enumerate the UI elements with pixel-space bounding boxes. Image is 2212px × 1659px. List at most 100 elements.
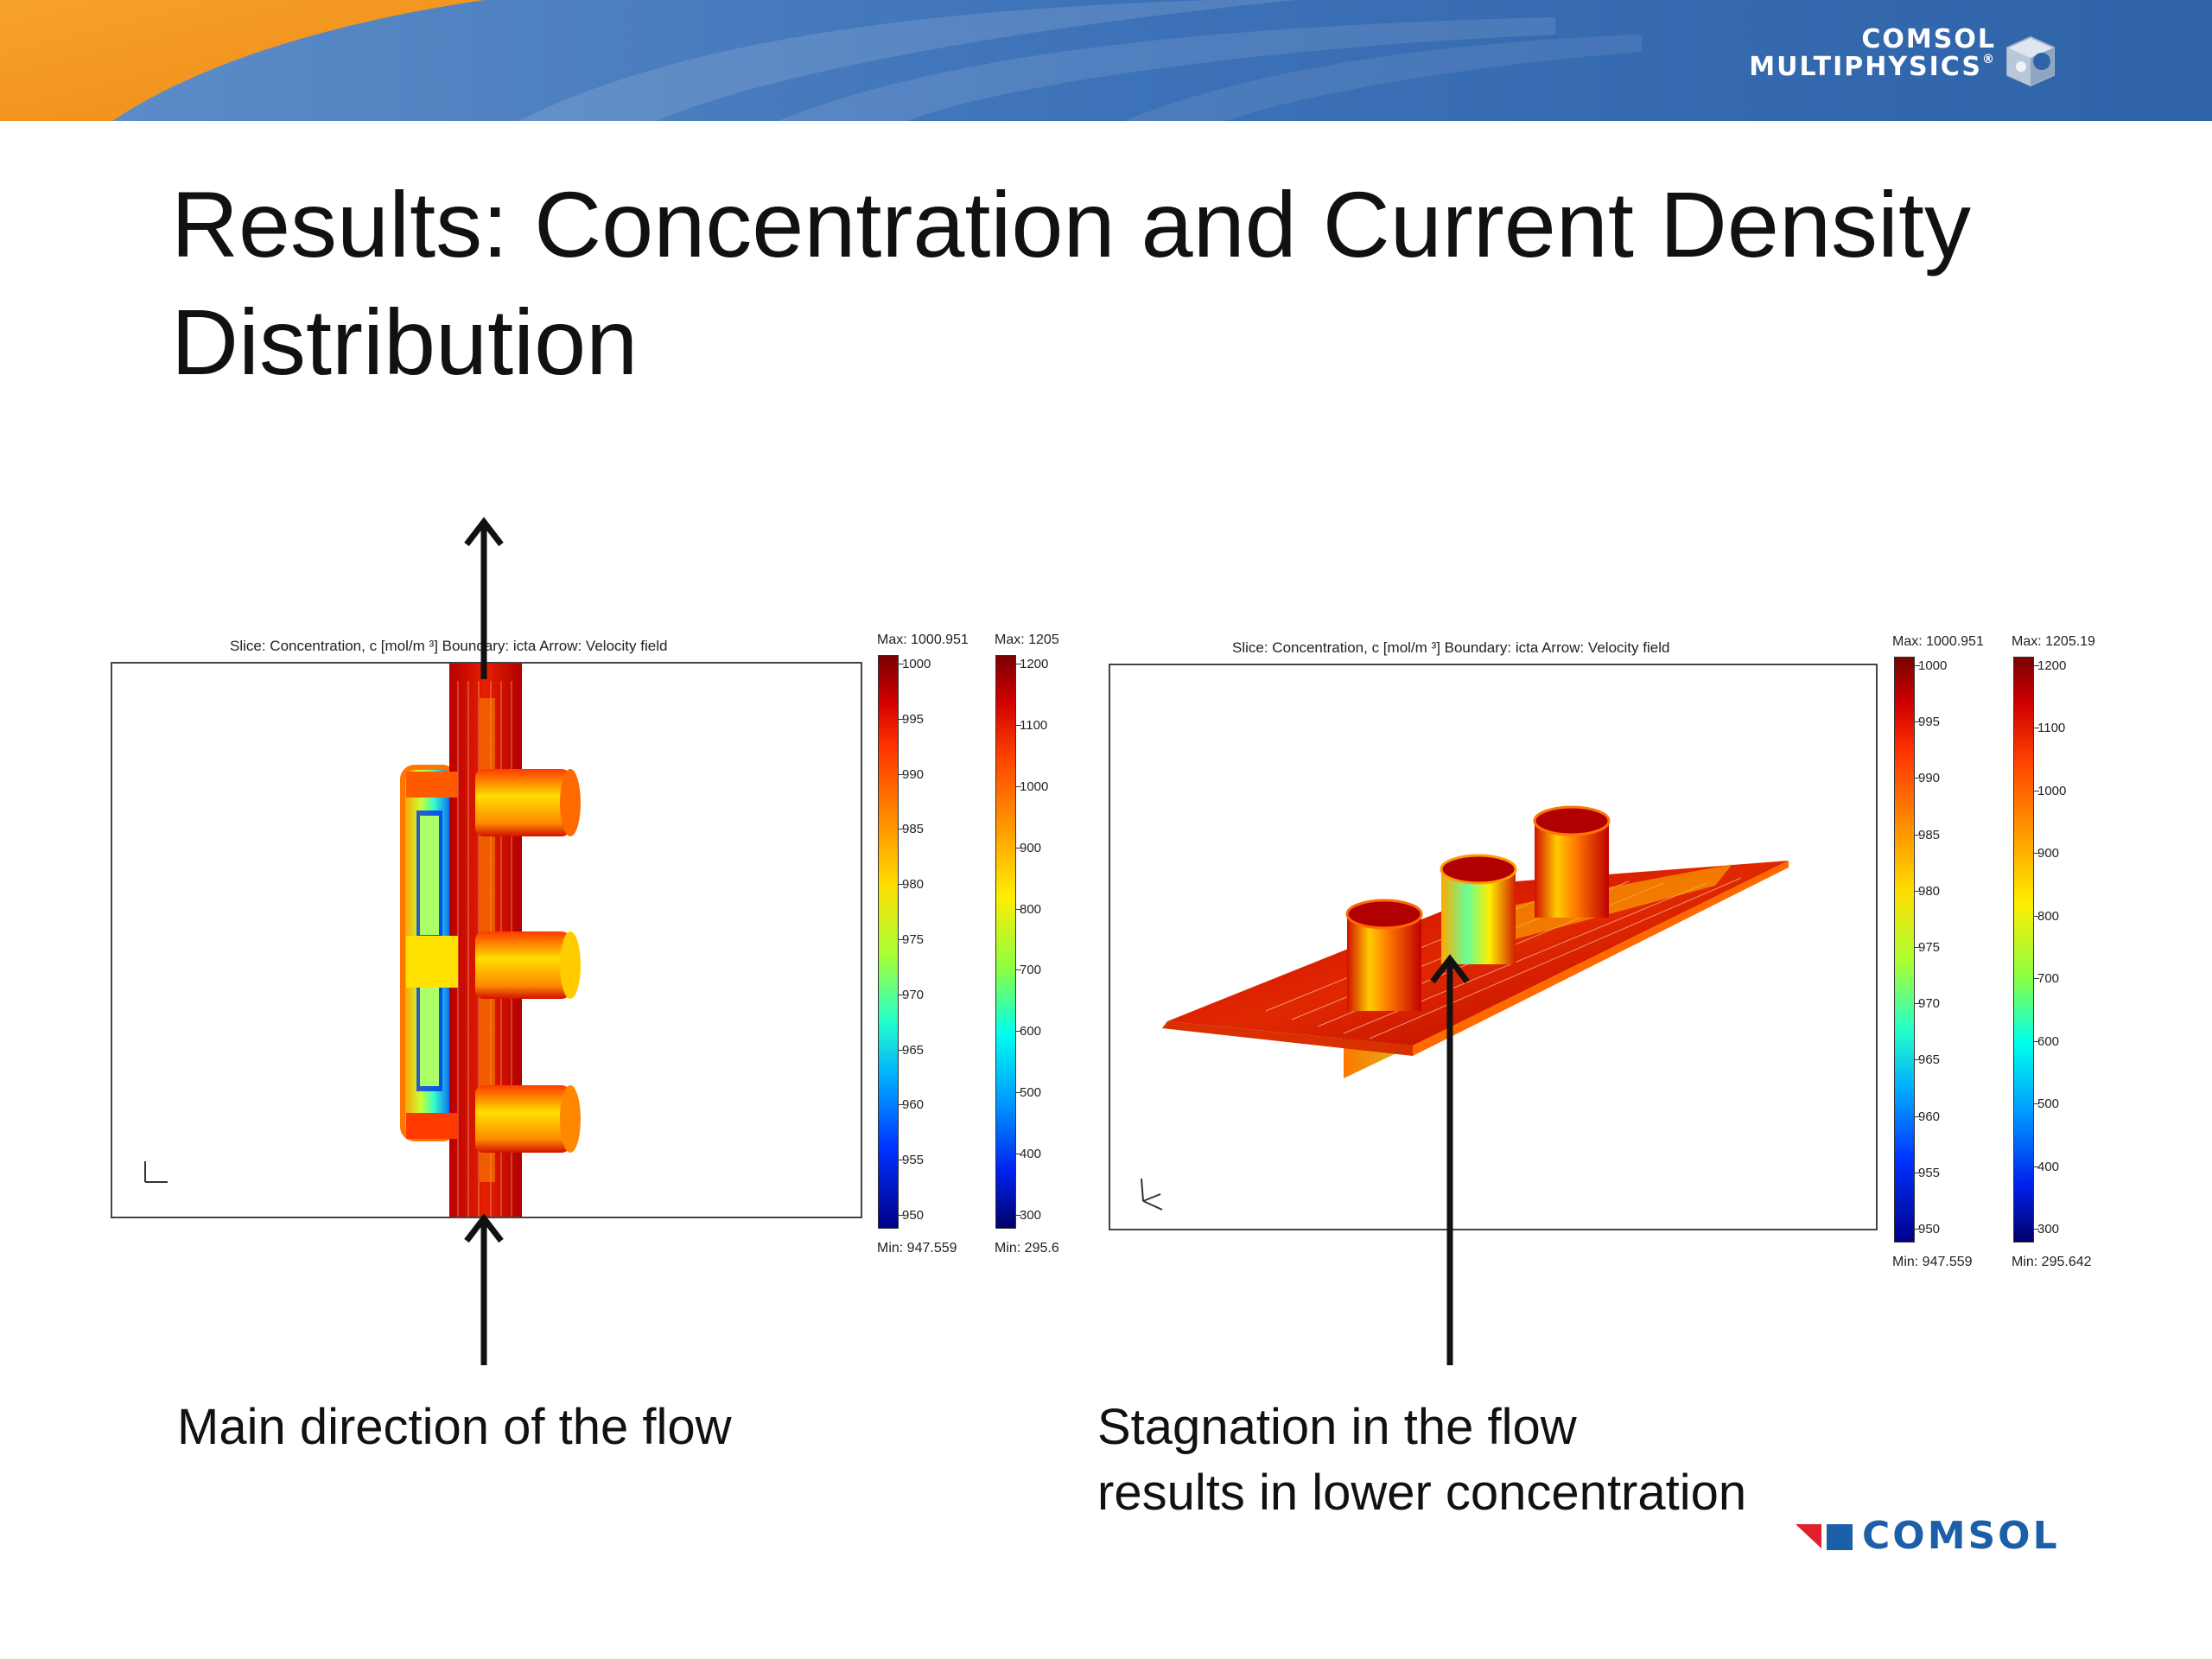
left-conc-min: Min: 947.559: [877, 1241, 957, 1255]
page-title: Results: Concentration and Current Densi…: [171, 172, 1972, 394]
left-curr-tick: 700: [1020, 963, 1042, 978]
brand-line2: MULTIPHYSICS®: [1749, 51, 1996, 82]
right-curr-tick: 1200: [2037, 658, 2067, 673]
left-curr-tick-mark: [1016, 785, 1021, 787]
right-conc-tick: 970: [1918, 996, 1941, 1012]
axis-triad-icon-right: [1141, 1178, 1163, 1211]
right-conc-tick: 1000: [1918, 658, 1948, 673]
right-conc-tick: 995: [1918, 715, 1941, 730]
left-conc-tick: 980: [902, 877, 925, 893]
right-conc-tick-mark: [1915, 834, 1920, 836]
right-curr-tick: 900: [2037, 846, 2060, 861]
comsol-logo-icon: [1796, 1524, 1853, 1550]
right-conc-colorbar: [1894, 657, 1915, 1243]
left-conc-max: Max: 1000.951: [877, 632, 969, 647]
left-curr-max: Max: 1205: [995, 632, 1059, 647]
header-banner: COMSOL MULTIPHYSICS®: [0, 0, 2212, 121]
left-conc-tick-mark: [899, 829, 904, 830]
caption-stagnation-line2: results in lower concentration: [1097, 1465, 1747, 1521]
right-conc-tick: 965: [1918, 1052, 1941, 1068]
brand-wordmark: COMSOL MULTIPHYSICS®: [1749, 26, 1996, 80]
right-conc-tick: 960: [1918, 1109, 1941, 1124]
left-plot-title: Slice: Concentration, c [mol/m ³] Bounda…: [230, 638, 668, 654]
footer-logo-text: COMSOL: [1862, 1514, 2060, 1558]
left-curr-tick-mark: [1016, 724, 1021, 726]
left-curr-colorbar: [995, 655, 1016, 1229]
left-conc-tick: 1000: [902, 657, 931, 671]
left-conc-tick-mark: [899, 1049, 904, 1051]
left-curr-tick: 1000: [1020, 779, 1049, 794]
right-curr-max: Max: 1205.19: [2012, 634, 2095, 649]
right-curr-tick-mark: [2034, 1229, 2039, 1230]
right-conc-tick-mark: [1915, 890, 1920, 892]
left-curr-tick: 300: [1020, 1208, 1042, 1223]
right-curr-min: Min: 295.642: [2012, 1255, 2092, 1269]
right-curr-tick: 300: [2037, 1222, 2060, 1236]
right-conc-max: Max: 1000.951: [1892, 634, 1984, 649]
comsol-cube-icon: [2006, 35, 2055, 87]
right-simulation-render: [1141, 805, 1789, 1211]
right-conc-tick-mark: [1915, 947, 1920, 948]
right-curr-tick: 1000: [2037, 783, 2067, 798]
left-conc-tick-mark: [899, 884, 904, 886]
brand-line1: COMSOL: [1861, 24, 1996, 54]
registered-mark: ®: [1982, 52, 1996, 67]
left-simulation-render: [144, 664, 581, 1217]
left-curr-tick-mark: [1016, 908, 1021, 910]
left-conc-tick-mark: [899, 1104, 904, 1106]
left-conc-tick: 965: [902, 1042, 925, 1058]
right-conc-tick: 990: [1918, 771, 1941, 786]
right-curr-tick-mark: [2034, 853, 2039, 855]
right-curr-tick: 1100: [2037, 721, 2066, 736]
left-conc-tick: 995: [902, 711, 925, 727]
left-conc-tick-mark: [899, 939, 904, 940]
brand-line2-text: MULTIPHYSICS: [1749, 51, 1982, 82]
left-conc-tick-mark: [899, 773, 904, 775]
right-curr-tick: 800: [2037, 908, 2060, 924]
left-curr-tick-mark: [1016, 1092, 1021, 1094]
left-conc-tick: 975: [902, 932, 925, 947]
flow-up-arrow-bottom: [464, 1213, 504, 1365]
left-conc-colorbar: [878, 655, 899, 1229]
right-conc-tick-mark: [1915, 1003, 1920, 1005]
stagnation-arrow: [1430, 954, 1470, 1365]
right-curr-tick: 600: [2037, 1033, 2060, 1049]
left-curr-tick: 1200: [1020, 657, 1049, 671]
left-curr-tick: 400: [1020, 1147, 1042, 1162]
right-conc-tick-mark: [1915, 721, 1920, 723]
flow-up-arrow-top: [464, 517, 504, 679]
right-conc-tick: 980: [1918, 883, 1941, 899]
right-curr-tick: 700: [2037, 971, 2060, 987]
caption-main-flow: Main direction of the flow: [177, 1399, 732, 1455]
right-plot-area: [1109, 664, 1878, 1230]
left-conc-tick: 990: [902, 766, 925, 782]
right-conc-tick-mark: [1915, 1116, 1920, 1117]
left-curr-tick-mark: [1016, 847, 1021, 849]
left-curr-tick-mark: [1016, 1031, 1021, 1033]
right-plot-title: Slice: Concentration, c [mol/m ³] Bounda…: [1232, 639, 1670, 656]
right-curr-tick-mark: [2034, 1103, 2039, 1105]
right-conc-tick-mark: [1915, 665, 1920, 666]
left-conc-tick-mark: [899, 1215, 904, 1216]
right-conc-min: Min: 947.559: [1892, 1255, 1973, 1269]
right-curr-tick-mark: [2034, 1040, 2039, 1042]
left-curr-tick: 600: [1020, 1024, 1042, 1039]
left-curr-min: Min: 295.6: [995, 1241, 1059, 1255]
left-conc-tick: 955: [902, 1153, 925, 1168]
left-plot-area: [111, 662, 862, 1218]
right-conc-tick: 985: [1918, 827, 1941, 842]
left-curr-tick-mark: [1016, 969, 1021, 971]
right-curr-tick: 500: [2037, 1096, 2060, 1112]
right-conc-tick-mark: [1915, 1229, 1920, 1230]
right-conc-tick: 950: [1918, 1222, 1941, 1236]
axis-triad-icon: [144, 1161, 168, 1183]
right-curr-tick-mark: [2034, 978, 2039, 980]
caption-stagnation-line1: Stagnation in the flow: [1097, 1399, 1577, 1455]
right-curr-colorbar: [2013, 657, 2034, 1243]
left-conc-tick: 970: [902, 987, 925, 1002]
left-curr-tick: 800: [1020, 901, 1042, 917]
right-conc-tick-mark: [1915, 778, 1920, 779]
left-curr-tick-mark: [1016, 1215, 1021, 1216]
left-conc-tick: 960: [902, 1097, 925, 1113]
left-curr-tick: 1100: [1020, 717, 1048, 733]
